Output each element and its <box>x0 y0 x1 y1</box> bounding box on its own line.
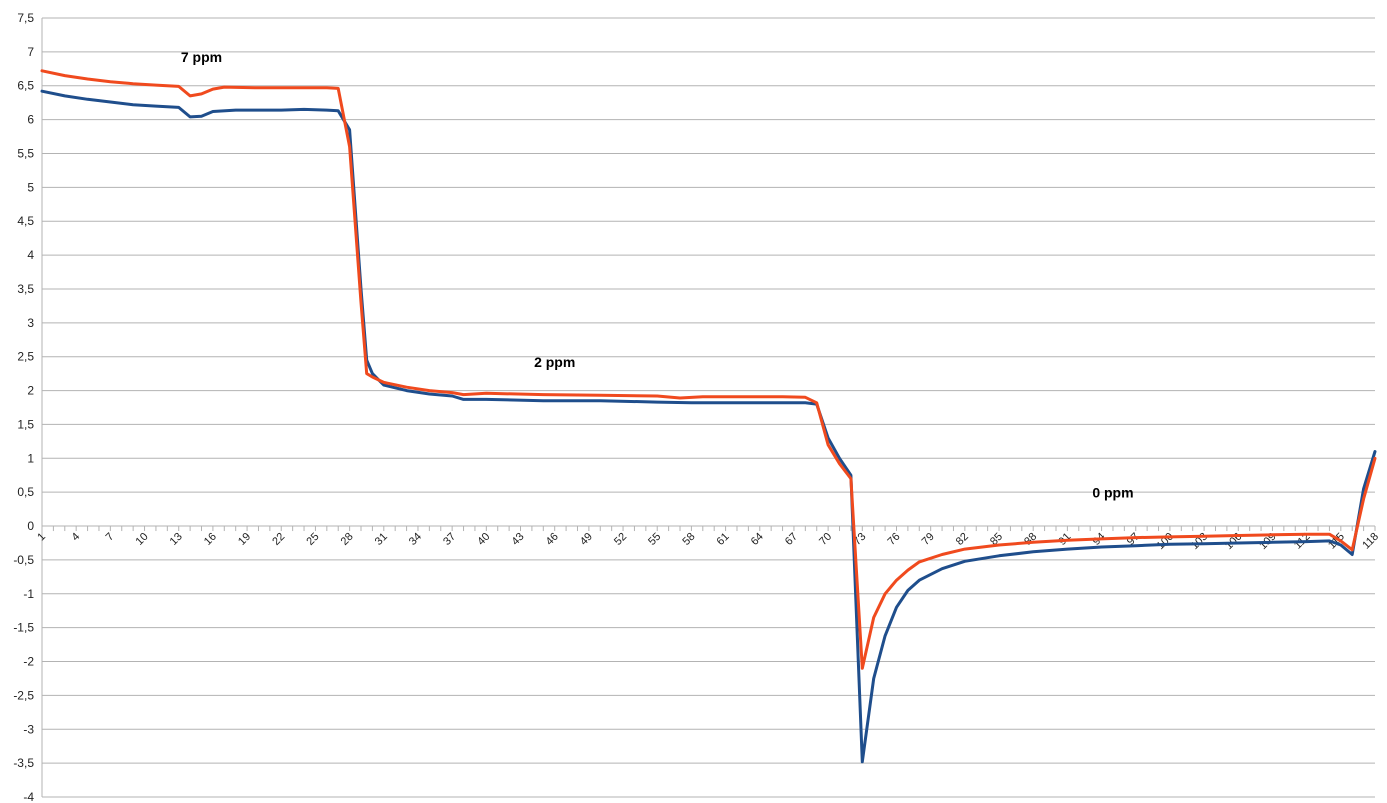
y-tick-label: -4 <box>23 790 34 803</box>
x-tick-label: 13 <box>168 531 185 548</box>
x-tick-label: 49 <box>578 531 595 548</box>
y-tick-label: -2 <box>23 655 34 669</box>
x-tick-label: 100 <box>1155 531 1176 552</box>
x-axis-tick-labels: 1 4 7 10 13 16 19 22 25 28 31 34 37 40 43 46 49 52 55 58 61 6… <box>35 531 1381 552</box>
y-tick-label: 7 <box>27 45 34 59</box>
x-tick-label: 61 <box>715 531 732 548</box>
x-tick-label: 40 <box>475 531 492 548</box>
x-tick-label: 4 <box>69 531 82 544</box>
y-tick-label: -3,5 <box>13 756 34 770</box>
x-axis <box>41 525 1376 532</box>
y-tick-label: 6,5 <box>17 79 34 93</box>
y-tick-label: 4,5 <box>17 214 34 228</box>
y-tick-label: 5,5 <box>17 146 34 160</box>
x-tick-label: 31 <box>373 531 390 548</box>
series-line-1 <box>40 89 1377 764</box>
x-tick-label: 37 <box>441 531 458 548</box>
y-tick-label: -2,5 <box>13 688 34 702</box>
x-tick-label: 76 <box>885 531 902 548</box>
x-tick-label: 82 <box>954 531 971 548</box>
x-tick-label: 55 <box>646 531 663 548</box>
x-tick-label: 16 <box>202 531 219 548</box>
annotation-label: 0 ppm <box>1092 485 1133 501</box>
x-tick-label: 58 <box>680 531 697 548</box>
y-axis-tick-labels: 7,5 7 6,5 6 5,5 5 4,5 4 3,5 3 2,5 2 1,5 1 0,5 0 -0,5 -1 -1… <box>13 11 34 803</box>
y-tick-label: 2 <box>27 384 34 398</box>
x-tick-label: 22 <box>270 531 287 548</box>
y-tick-label: 6 <box>27 113 34 127</box>
x-tick-label: 88 <box>1022 531 1039 548</box>
y-tick-label: -1 <box>23 587 34 601</box>
x-tick-label: 52 <box>612 531 629 548</box>
x-tick-label: 79 <box>920 531 937 548</box>
y-tick-label: 5 <box>27 180 34 194</box>
y-tick-label: -0,5 <box>13 553 34 567</box>
x-tick-label: 67 <box>783 531 800 548</box>
annotation-label: 7 ppm <box>181 49 222 65</box>
x-tick-label: 64 <box>749 531 766 548</box>
x-tick-label: 106 <box>1223 531 1244 552</box>
y-tick-label: 3 <box>27 316 34 330</box>
y-tick-label: 3,5 <box>17 282 34 296</box>
y-tick-label: 7,5 <box>17 11 34 25</box>
annotation-label: 2 ppm <box>534 354 575 370</box>
y-tick-label: 2,5 <box>17 350 34 364</box>
y-tick-label: 1,5 <box>17 417 34 431</box>
series-line-2 <box>40 69 1377 670</box>
x-tick-label: 46 <box>544 531 561 548</box>
y-tick-label: 4 <box>27 248 34 262</box>
x-tick-label: 118 <box>1360 531 1381 552</box>
x-tick-label: 70 <box>817 531 834 548</box>
gridlines <box>41 17 1375 798</box>
y-tick-label: 1 <box>27 451 34 465</box>
x-tick-label: 10 <box>134 531 151 548</box>
y-tick-label: 0,5 <box>17 485 34 499</box>
annotations: 7 ppm 2 ppm 0 ppm <box>181 49 1134 501</box>
y-tick-label: -1,5 <box>13 621 34 635</box>
x-tick-label: 34 <box>407 531 424 548</box>
x-tick-label: 43 <box>509 531 526 548</box>
series-lines <box>40 69 1377 764</box>
x-tick-label: 28 <box>339 531 356 548</box>
x-tick-label: 7 <box>104 531 117 544</box>
y-tick-label: 0 <box>27 519 34 533</box>
x-tick-label: 19 <box>236 531 253 548</box>
x-tick-label: 103 <box>1189 531 1210 552</box>
y-tick-label: -3 <box>23 722 34 736</box>
x-tick-label: 25 <box>304 531 321 548</box>
